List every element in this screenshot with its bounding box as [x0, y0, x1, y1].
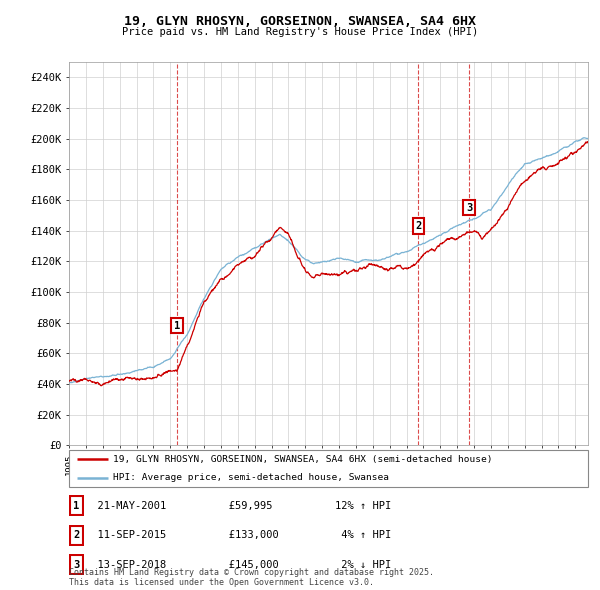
Text: Price paid vs. HM Land Registry's House Price Index (HPI): Price paid vs. HM Land Registry's House …	[122, 27, 478, 37]
Text: 21-MAY-2001          £59,995          12% ↑ HPI: 21-MAY-2001 £59,995 12% ↑ HPI	[85, 501, 391, 510]
Text: 3: 3	[73, 560, 80, 569]
Text: 19, GLYN RHOSYN, GORSEINON, SWANSEA, SA4 6HX (semi-detached house): 19, GLYN RHOSYN, GORSEINON, SWANSEA, SA4…	[113, 455, 493, 464]
Text: 2: 2	[415, 221, 421, 231]
Text: 1: 1	[174, 321, 180, 331]
Text: 3: 3	[466, 203, 472, 212]
Text: 2: 2	[73, 530, 80, 540]
Text: 1: 1	[73, 501, 80, 510]
Text: HPI: Average price, semi-detached house, Swansea: HPI: Average price, semi-detached house,…	[113, 473, 389, 482]
Text: 19, GLYN RHOSYN, GORSEINON, SWANSEA, SA4 6HX: 19, GLYN RHOSYN, GORSEINON, SWANSEA, SA4…	[124, 15, 476, 28]
Text: Contains HM Land Registry data © Crown copyright and database right 2025.
This d: Contains HM Land Registry data © Crown c…	[69, 568, 434, 587]
Text: 13-SEP-2018          £145,000          2% ↓ HPI: 13-SEP-2018 £145,000 2% ↓ HPI	[85, 560, 391, 569]
Text: 11-SEP-2015          £133,000          4% ↑ HPI: 11-SEP-2015 £133,000 4% ↑ HPI	[85, 530, 391, 540]
